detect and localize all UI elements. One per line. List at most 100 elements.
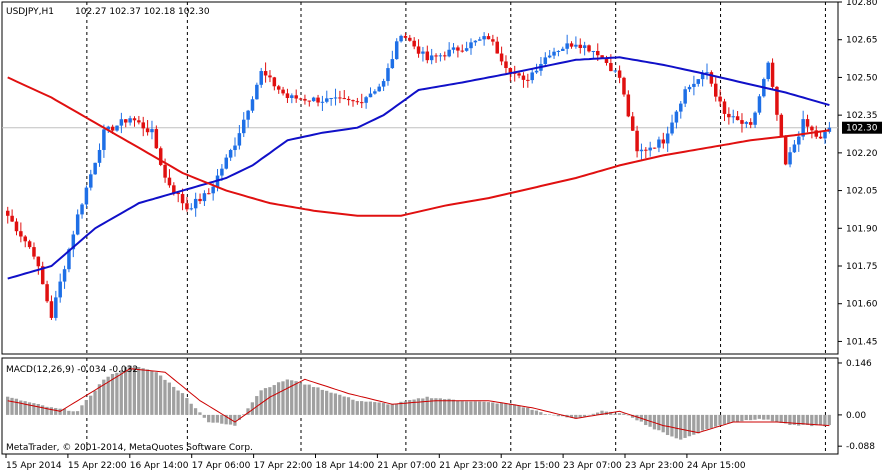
candle[interactable] — [438, 53, 443, 62]
candle[interactable] — [630, 112, 635, 132]
candle[interactable] — [499, 46, 504, 66]
candle[interactable] — [456, 45, 460, 58]
candle[interactable] — [6, 206, 10, 224]
candle[interactable] — [622, 76, 626, 97]
candle[interactable] — [792, 140, 797, 153]
candle[interactable] — [176, 191, 180, 203]
candle[interactable] — [325, 90, 329, 104]
candle[interactable] — [714, 77, 718, 102]
candle[interactable] — [521, 72, 526, 88]
candle[interactable] — [740, 113, 744, 133]
price-pane[interactable]: 102.80 102.65 102.50 102.35 102.20 102.05 101.… — [1, 0, 882, 355]
candle[interactable] — [482, 32, 486, 46]
candle[interactable] — [626, 90, 631, 118]
candle[interactable] — [735, 111, 740, 121]
candle[interactable] — [154, 125, 159, 149]
candle[interactable] — [224, 154, 229, 170]
candle[interactable] — [429, 48, 434, 65]
candle[interactable] — [665, 126, 670, 152]
candle[interactable] — [578, 38, 583, 54]
candle[interactable] — [145, 120, 150, 136]
candle[interactable] — [119, 112, 124, 134]
candle[interactable] — [403, 32, 408, 39]
candle[interactable] — [290, 93, 294, 104]
candle[interactable] — [36, 256, 41, 275]
candle[interactable] — [788, 147, 792, 168]
candle[interactable] — [469, 38, 473, 55]
candle[interactable] — [167, 169, 172, 188]
candle[interactable] — [508, 67, 513, 82]
candle[interactable] — [526, 73, 530, 88]
candle[interactable] — [779, 113, 784, 138]
candle[interactable] — [263, 62, 268, 83]
candle[interactable] — [543, 52, 548, 68]
candle[interactable] — [40, 261, 45, 285]
candle[interactable] — [338, 90, 342, 104]
candle[interactable] — [818, 132, 823, 139]
candle[interactable] — [722, 98, 727, 122]
candle[interactable] — [207, 188, 211, 195]
candle[interactable] — [75, 209, 80, 236]
candle[interactable] — [635, 125, 639, 158]
candle[interactable] — [93, 162, 97, 175]
candle[interactable] — [561, 46, 565, 52]
candle[interactable] — [757, 94, 762, 115]
candle[interactable] — [552, 47, 556, 59]
candle[interactable] — [333, 88, 338, 106]
candle[interactable] — [783, 135, 788, 166]
candle[interactable] — [399, 34, 403, 43]
candle[interactable] — [386, 63, 390, 86]
candle[interactable] — [137, 115, 141, 125]
candle[interactable] — [198, 193, 202, 205]
candle[interactable] — [390, 50, 395, 69]
candle[interactable] — [180, 188, 185, 211]
candle[interactable] — [377, 83, 381, 92]
candle[interactable] — [373, 89, 377, 95]
candle[interactable] — [416, 39, 421, 58]
candle[interactable] — [412, 37, 416, 50]
candle[interactable] — [233, 137, 237, 157]
candle[interactable] — [805, 114, 810, 133]
candle[interactable] — [530, 68, 534, 84]
candle[interactable] — [14, 218, 19, 236]
candle[interactable] — [652, 147, 657, 149]
candle[interactable] — [281, 86, 285, 96]
candle[interactable] — [495, 36, 499, 54]
candle[interactable] — [19, 222, 23, 243]
candle[interactable] — [185, 197, 189, 212]
candle[interactable] — [132, 116, 137, 127]
candle[interactable] — [45, 280, 49, 303]
candle[interactable] — [473, 40, 478, 46]
candle[interactable] — [89, 169, 93, 191]
candle[interactable] — [242, 112, 246, 138]
candle[interactable] — [307, 100, 312, 107]
candle[interactable] — [801, 110, 805, 141]
candle[interactable] — [368, 87, 373, 98]
candle[interactable] — [753, 111, 757, 128]
candle[interactable] — [23, 235, 27, 248]
candle[interactable] — [574, 36, 578, 49]
candle[interactable] — [705, 63, 709, 80]
candle[interactable] — [355, 97, 360, 105]
candle[interactable] — [591, 50, 596, 58]
candle[interactable] — [582, 41, 587, 56]
candle[interactable] — [744, 121, 749, 128]
candle[interactable] — [351, 99, 355, 107]
candle[interactable] — [670, 114, 674, 136]
candle[interactable] — [696, 79, 701, 87]
candle[interactable] — [569, 41, 574, 49]
candle[interactable] — [565, 34, 569, 55]
candle[interactable] — [648, 141, 652, 157]
candle[interactable] — [97, 143, 102, 167]
candle[interactable] — [62, 265, 67, 289]
candle[interactable] — [613, 70, 617, 74]
candle[interactable] — [381, 78, 386, 91]
candle[interactable] — [770, 58, 775, 90]
candle[interactable] — [346, 96, 351, 106]
candle[interactable] — [276, 84, 281, 94]
candle[interactable] — [727, 107, 731, 125]
candle[interactable] — [451, 43, 456, 54]
candle[interactable] — [547, 50, 552, 59]
candle[interactable] — [464, 41, 469, 52]
candle[interactable] — [556, 50, 561, 57]
